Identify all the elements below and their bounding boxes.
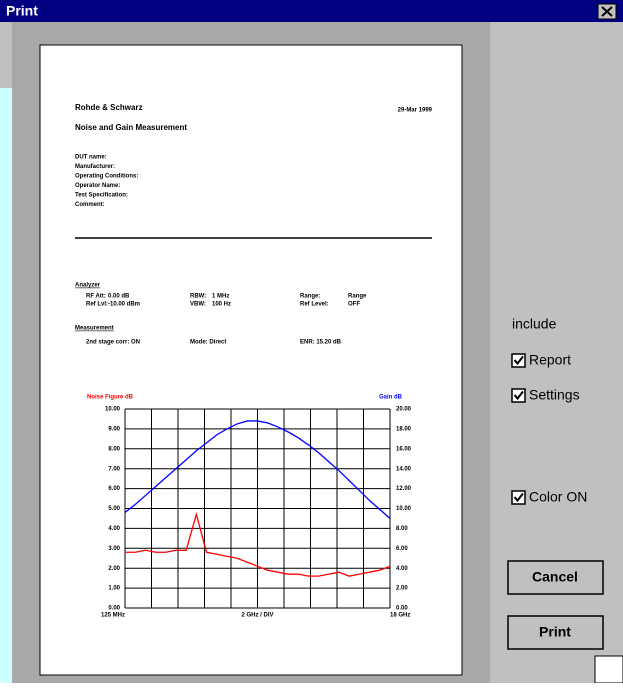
analyzer-cell: 100 Hz [212, 302, 231, 308]
check-mark [513, 355, 524, 366]
y-tick-label: 6.00 [108, 486, 120, 492]
y-tick-label: 10.00 [105, 407, 121, 413]
y-tick-label: 9.00 [108, 426, 120, 432]
analyzer-cell: Ref Level: [300, 302, 329, 308]
y2-tick-label: 0.00 [396, 606, 408, 612]
analyzer-cell: 0.00 dB [108, 294, 130, 300]
field-label: Operating Conditions: [75, 174, 138, 180]
title-bar [0, 0, 623, 22]
y-tick-label: 4.00 [108, 526, 120, 532]
y-axis-title: Noise Figure dB [87, 395, 134, 401]
measurement-cell: ENR: 15.20 dB [300, 340, 342, 346]
measurement-cell: 2nd stage corr: ON [86, 340, 140, 346]
series-line [124, 420, 391, 519]
analyzer-cell: RBW: [190, 294, 206, 300]
analyzer-cell: RF Att: [86, 294, 106, 300]
y2-tick-label: 8.00 [396, 526, 408, 532]
preview-page [39, 44, 463, 676]
y-tick-label: 0.00 [108, 606, 120, 612]
measurement-cell: Mode: Direct [190, 340, 226, 346]
x-label: 2 GHz / DIV [241, 613, 273, 619]
y-tick-label: 7.00 [108, 466, 120, 472]
close-icon[interactable] [601, 6, 613, 17]
cancel-label[interactable]: Cancel [532, 569, 578, 585]
analyzer-cell: VBW: [190, 302, 206, 308]
checkbox-label[interactable]: Settings [529, 387, 580, 403]
print-label[interactable]: Print [539, 624, 571, 640]
field-label: Test Specification: [75, 193, 128, 199]
field-label: Manufacturer: [75, 164, 115, 170]
print-button[interactable]: Print [507, 615, 604, 650]
y2-tick-label: 18.00 [396, 426, 412, 432]
print-button-face[interactable] [507, 615, 604, 650]
y2-tick-label: 14.00 [396, 466, 412, 472]
x-label: 18 GHz [390, 613, 410, 619]
y-tick-label: 3.00 [108, 546, 120, 552]
x-label: 125 MHz [101, 613, 125, 619]
left-strip [0, 88, 12, 683]
y2-axis-title: Gain dB [379, 395, 403, 401]
cancel-button-face[interactable] [507, 560, 604, 595]
y2-tick-label: 4.00 [396, 566, 408, 572]
y2-tick-label: 6.00 [396, 546, 408, 552]
analyzer-cell: Ref Lvl: [86, 302, 108, 308]
analyzer-title: Analyzer [75, 283, 101, 289]
field-label: Operator Name: [75, 183, 120, 189]
close-button[interactable] [597, 3, 617, 20]
y-tick-label: 8.00 [108, 446, 120, 452]
field-label: Comment: [75, 202, 105, 208]
date: 29-Mar 1999 [398, 108, 433, 114]
check-mark [513, 390, 524, 401]
y-tick-label: 2.00 [108, 566, 120, 572]
y2-tick-label: 16.00 [396, 446, 412, 452]
include-label: include [512, 316, 557, 332]
analyzer-cell: 1 MHz [212, 294, 229, 300]
check-mark [513, 492, 524, 503]
company: Rohde & Schwarz [75, 103, 143, 112]
window-title: Print [6, 3, 38, 19]
y2-tick-label: 10.00 [396, 506, 412, 512]
cancel-button[interactable]: Cancel [507, 560, 604, 595]
size-box [594, 655, 623, 684]
analyzer-cell: OFF [348, 302, 360, 308]
checkbox-label[interactable]: Report [529, 352, 571, 368]
measurement-title: Measurement [75, 326, 114, 332]
checkbox-label[interactable]: Color ON [529, 489, 587, 505]
report-heading: Noise and Gain Measurement [75, 123, 187, 132]
analyzer-cell: Range: [300, 294, 320, 300]
field-label: DUT name: [75, 155, 107, 161]
analyzer-cell: Range [348, 294, 367, 300]
y-tick-label: 5.00 [108, 506, 120, 512]
series-line [125, 512, 391, 577]
y2-tick-label: 20.00 [396, 407, 412, 413]
y2-tick-label: 12.00 [396, 486, 412, 492]
y2-tick-label: 2.00 [396, 586, 408, 592]
analyzer-cell: -10.00 dBm [108, 302, 140, 308]
y-tick-label: 1.00 [108, 586, 120, 592]
